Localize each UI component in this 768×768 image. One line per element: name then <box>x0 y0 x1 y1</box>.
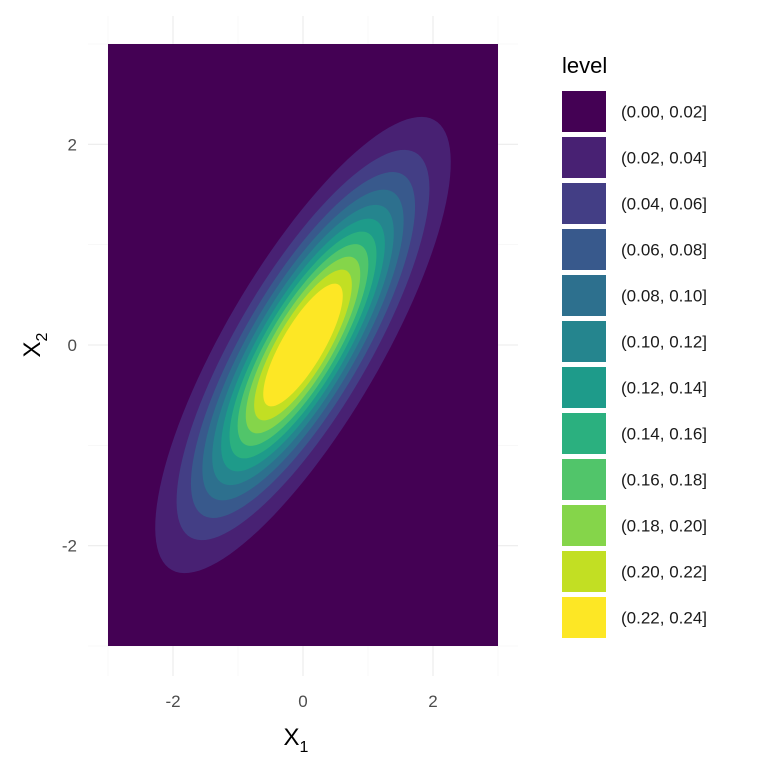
legend-key <box>562 321 606 362</box>
legend-label: (0.08, 0.10] <box>621 287 707 306</box>
legend-key <box>562 275 606 316</box>
legend-key <box>562 505 606 546</box>
legend-label: (0.04, 0.06] <box>621 195 707 214</box>
plot-panel <box>108 44 498 646</box>
x-tick-label: 0 <box>298 692 307 711</box>
legend-key <box>562 229 606 270</box>
x-axis-ticks: -2 0 2 <box>165 692 437 711</box>
legend-key <box>562 459 606 500</box>
contour-band-11 <box>263 283 343 407</box>
y-axis-title: X2 <box>19 332 51 357</box>
legend-label: (0.18, 0.20] <box>621 517 707 536</box>
legend-key <box>562 367 606 408</box>
y-tick-label: -2 <box>62 537 77 556</box>
legend-label: (0.16, 0.18] <box>621 471 707 490</box>
legend-key <box>562 183 606 224</box>
x-axis-title-main: X <box>284 724 300 751</box>
y-tick-label: 2 <box>68 135 77 154</box>
x-tick-label: 2 <box>428 692 437 711</box>
legend-label: (0.14, 0.16] <box>621 425 707 444</box>
legend-label: (0.12, 0.14] <box>621 379 707 398</box>
legend-label: (0.22, 0.24] <box>621 609 707 628</box>
y-axis-title-sub: 2 <box>34 332 51 341</box>
legend-key <box>562 137 606 178</box>
legend-label: (0.20, 0.22] <box>621 563 707 582</box>
legend-key <box>562 413 606 454</box>
x-axis-title: X1 <box>284 724 309 756</box>
legend: level (0.00, 0.02] (0.02, 0.04] (0.04, 0.0… <box>562 53 707 638</box>
y-tick-label: 0 <box>68 336 77 355</box>
legend-key <box>562 551 606 592</box>
x-axis-title-sub: 1 <box>300 739 309 756</box>
x-tick-label: -2 <box>165 692 180 711</box>
y-axis-title-main: X <box>19 341 46 357</box>
legend-items: (0.00, 0.02] (0.02, 0.04] (0.04, 0.06] (0.0… <box>562 91 707 638</box>
legend-title: level <box>562 53 607 78</box>
legend-label: (0.10, 0.12] <box>621 333 707 352</box>
legend-key <box>562 91 606 132</box>
legend-label: (0.06, 0.08] <box>621 241 707 260</box>
legend-label: (0.00, 0.02] <box>621 103 707 122</box>
contour-bands <box>155 116 451 574</box>
legend-key <box>562 597 606 638</box>
legend-label: (0.02, 0.04] <box>621 149 707 168</box>
y-axis-ticks: -2 0 2 <box>62 135 77 555</box>
